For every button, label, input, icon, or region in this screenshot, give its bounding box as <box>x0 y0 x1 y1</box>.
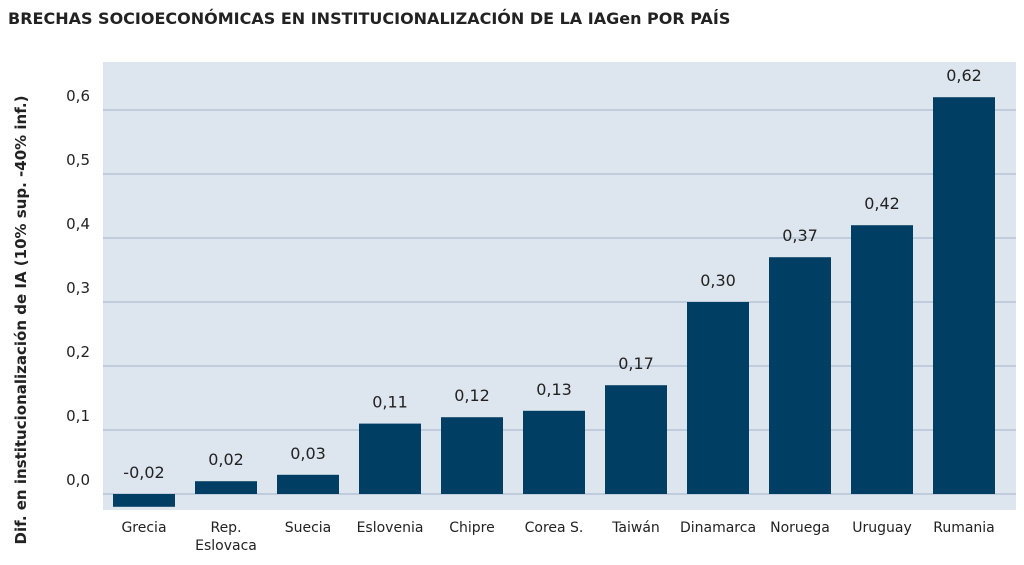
x-tick-label: Chipre <box>449 520 495 536</box>
x-tick-label: Uruguay <box>852 520 912 536</box>
bar <box>851 225 913 494</box>
bar <box>523 410 585 494</box>
y-tick-label: 0,1 <box>66 407 90 425</box>
x-tick-label: Suecia <box>284 520 332 536</box>
value-label: 0,37 <box>782 226 818 245</box>
x-tick-label: Taiwán <box>612 520 660 536</box>
value-label: 0,13 <box>536 380 572 399</box>
bar <box>933 97 995 494</box>
value-label: -0,02 <box>123 463 164 482</box>
x-tick-label: Dinamarca <box>679 520 757 536</box>
value-label: 0,12 <box>454 386 490 405</box>
x-tick-label: Rumania <box>933 520 995 536</box>
value-label: 0,30 <box>700 271 736 290</box>
value-label: 0,62 <box>946 66 982 85</box>
y-tick-label: 0,2 <box>66 343 90 361</box>
bar <box>441 417 503 494</box>
y-tick-label: 0,6 <box>66 87 90 105</box>
y-tick-label: 0,5 <box>66 151 90 169</box>
bar <box>769 257 831 494</box>
bar <box>605 385 667 494</box>
bar <box>195 481 257 494</box>
value-label: 0,11 <box>372 393 408 412</box>
bar <box>277 474 339 494</box>
x-tick-label: Grecia <box>121 520 167 536</box>
y-axis-label: Dif. en institucionalización de IA (10% … <box>12 96 30 545</box>
x-tick-label: Eslovenia <box>356 520 424 536</box>
bar <box>113 494 175 507</box>
y-tick-label: 0,4 <box>66 215 90 233</box>
chart-title: BRECHAS SOCIOECONÓMICAS EN INSTITUCIONAL… <box>8 9 730 28</box>
x-tick-label: Noruega <box>770 520 830 536</box>
bar <box>359 423 421 494</box>
value-label: 0,17 <box>618 354 654 373</box>
x-tick-label: Rep. Eslovaca <box>195 520 257 554</box>
y-tick-label: 0,3 <box>66 279 90 297</box>
bar <box>687 302 749 494</box>
x-tick-label: Corea S. <box>524 520 584 536</box>
value-label: 0,03 <box>290 444 326 463</box>
value-label: 0,02 <box>208 450 244 469</box>
y-tick-label: 0,0 <box>66 471 90 489</box>
value-label: 0,42 <box>864 194 900 213</box>
